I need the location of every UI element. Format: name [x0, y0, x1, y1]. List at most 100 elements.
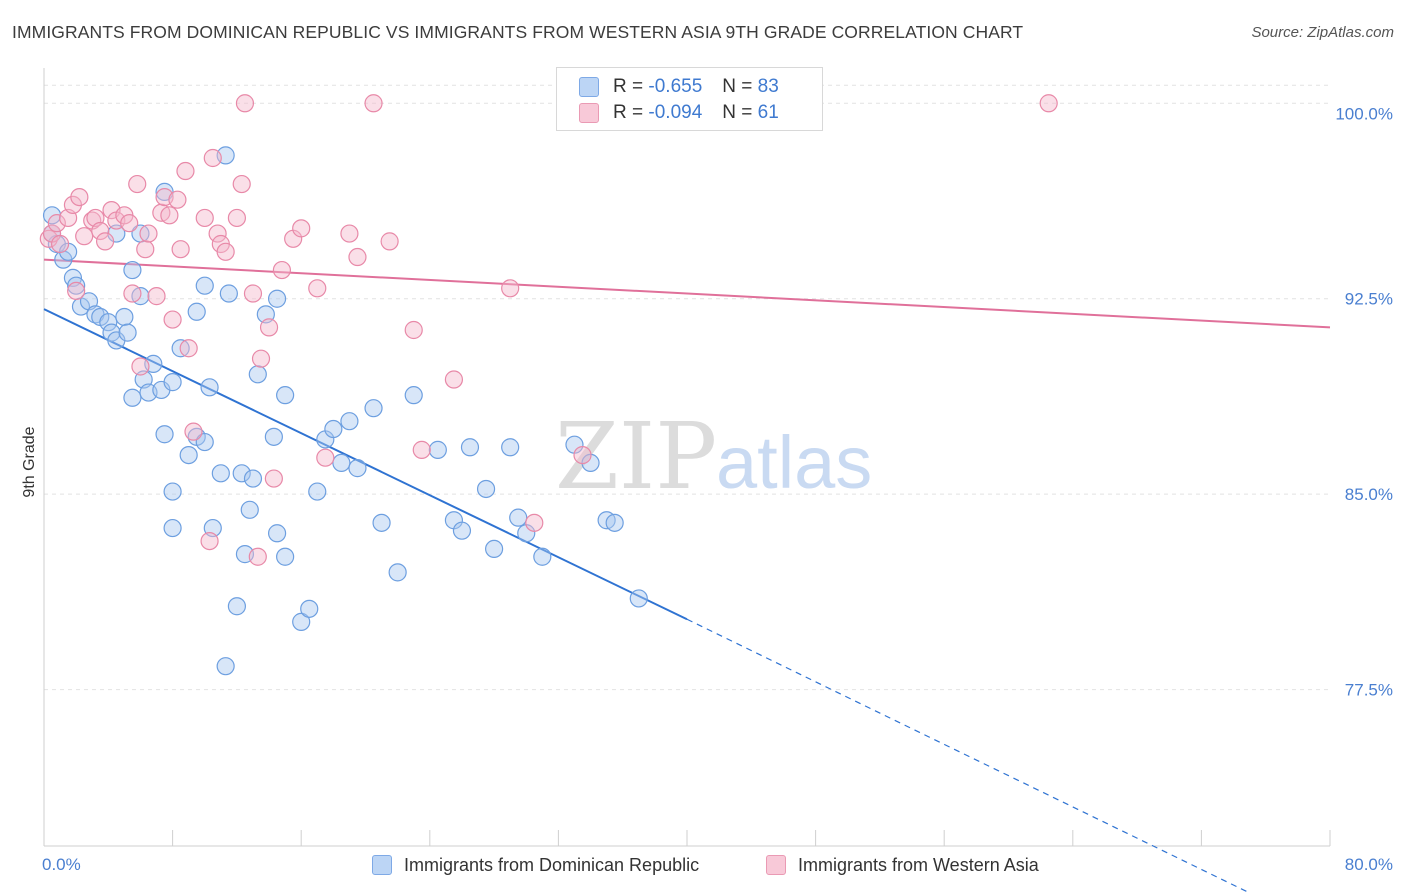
- data-point-blue: [195, 432, 214, 452]
- data-point-pink: [176, 161, 195, 181]
- y-axis-label: 9th Grade: [21, 426, 38, 497]
- blue-swatch-icon: [372, 855, 392, 875]
- data-point-blue: [428, 440, 447, 459]
- source-credit: Source: ZipAtlas.com: [1251, 24, 1394, 41]
- data-point-pink: [404, 320, 423, 340]
- data-point-pink: [120, 214, 139, 233]
- chart-title: IMMIGRANTS FROM DOMINICAN REPUBLIC VS IM…: [12, 22, 1024, 42]
- data-point-blue: [163, 373, 182, 392]
- data-point-pink: [1039, 94, 1058, 113]
- trend-line-pink: [43, 258, 1331, 329]
- y-tick-label: 92.5%: [1345, 290, 1393, 309]
- data-point-blue: [216, 657, 235, 676]
- data-point-blue: [292, 612, 311, 631]
- data-point-blue: [364, 399, 383, 418]
- data-point-pink: [364, 94, 383, 113]
- data-point-blue: [248, 365, 267, 384]
- data-point-pink: [171, 240, 190, 259]
- data-point-pink: [67, 281, 86, 301]
- data-point-pink: [272, 260, 292, 280]
- data-point-pink: [232, 174, 251, 194]
- data-point-pink: [139, 224, 158, 243]
- data-point-blue: [211, 464, 230, 483]
- data-point-blue: [533, 547, 552, 566]
- y-tick-label: 85.0%: [1345, 485, 1393, 504]
- legend-label: Immigrants from Western Asia: [798, 854, 1039, 875]
- r-value: -0.655: [648, 76, 703, 97]
- tick-labels: 100.0% 92.5% 85.0% 77.5% 0.0% 80.0%: [42, 104, 1393, 874]
- data-point-blue: [452, 521, 472, 540]
- pink-swatch-icon: [579, 103, 599, 123]
- data-point-pink: [163, 310, 182, 329]
- data-point-blue: [163, 482, 182, 501]
- stats-row-western-asia: R = -0.094 N = 61: [579, 100, 779, 126]
- r-label: R =: [613, 76, 644, 97]
- n-label: N =: [722, 76, 753, 97]
- data-point-blue: [227, 597, 246, 616]
- data-point-pink: [203, 148, 222, 168]
- data-point-pink: [75, 227, 94, 246]
- data-point-blue: [485, 539, 504, 559]
- data-point-blue: [308, 482, 327, 501]
- data-point-blue: [332, 453, 351, 473]
- n-value: 83: [757, 76, 779, 97]
- data-point-blue: [404, 386, 423, 405]
- legend-item-western-asia: Immigrants from Western Asia: [766, 852, 1039, 878]
- data-point-blue: [163, 518, 182, 538]
- data-point-blue: [179, 445, 198, 465]
- data-point-blue: [476, 479, 496, 499]
- data-point-blue: [99, 313, 118, 332]
- data-point-blue: [509, 508, 528, 527]
- data-point-pink: [168, 190, 187, 209]
- data-point-blue: [501, 438, 520, 457]
- data-point-blue: [276, 547, 295, 566]
- data-point-pink: [160, 206, 179, 225]
- data-point-blue: [276, 386, 295, 405]
- watermark-zip: ZIP: [555, 403, 717, 510]
- data-point-pink: [200, 531, 219, 551]
- n-value: 61: [757, 102, 779, 123]
- pink-swatch-icon: [766, 855, 786, 875]
- data-point-blue: [605, 513, 624, 532]
- data-point-pink: [251, 349, 271, 368]
- data-point-blue: [123, 260, 142, 280]
- data-point-pink: [95, 232, 115, 251]
- data-point-pink: [501, 279, 520, 298]
- data-point-blue: [243, 469, 263, 488]
- data-point-pink: [348, 247, 367, 267]
- watermark-atlas: atlas: [716, 421, 872, 504]
- data-point-pink: [216, 242, 235, 261]
- data-point-pink: [136, 240, 155, 259]
- data-point-blue: [115, 307, 134, 327]
- legend-label: Immigrants from Dominican Republic: [404, 854, 700, 875]
- x-tick-label: 0.0%: [42, 855, 81, 874]
- data-point-pink: [147, 287, 166, 306]
- data-point-pink: [308, 279, 327, 298]
- data-point-blue: [300, 599, 319, 618]
- data-point-pink: [380, 232, 399, 251]
- r-value: -0.094: [648, 102, 703, 123]
- axes: [43, 68, 1331, 847]
- data-points: [39, 94, 1058, 676]
- data-point-blue: [200, 378, 219, 397]
- zipatlas-watermark: ZIP atlas: [555, 403, 872, 510]
- data-point-blue: [348, 459, 367, 478]
- data-point-blue: [187, 302, 206, 321]
- y-tick-label: 100.0%: [1335, 104, 1393, 123]
- data-point-pink: [184, 422, 203, 441]
- x-tick-label: 80.0%: [1345, 855, 1393, 874]
- data-point-pink: [128, 174, 147, 194]
- data-point-pink: [259, 318, 279, 337]
- legend-item-dominican: Immigrants from Dominican Republic: [372, 852, 699, 878]
- data-point-pink: [179, 339, 198, 358]
- data-point-blue: [155, 425, 174, 444]
- data-point-pink: [208, 224, 227, 243]
- data-point-blue: [267, 524, 287, 543]
- data-point-pink: [47, 214, 66, 233]
- data-point-blue: [123, 388, 142, 407]
- stats-legend: R = -0.655 N = 83 R = -0.094 N = 61: [556, 67, 823, 131]
- data-point-pink: [227, 208, 246, 228]
- data-point-pink: [123, 284, 142, 303]
- data-point-blue: [264, 427, 283, 446]
